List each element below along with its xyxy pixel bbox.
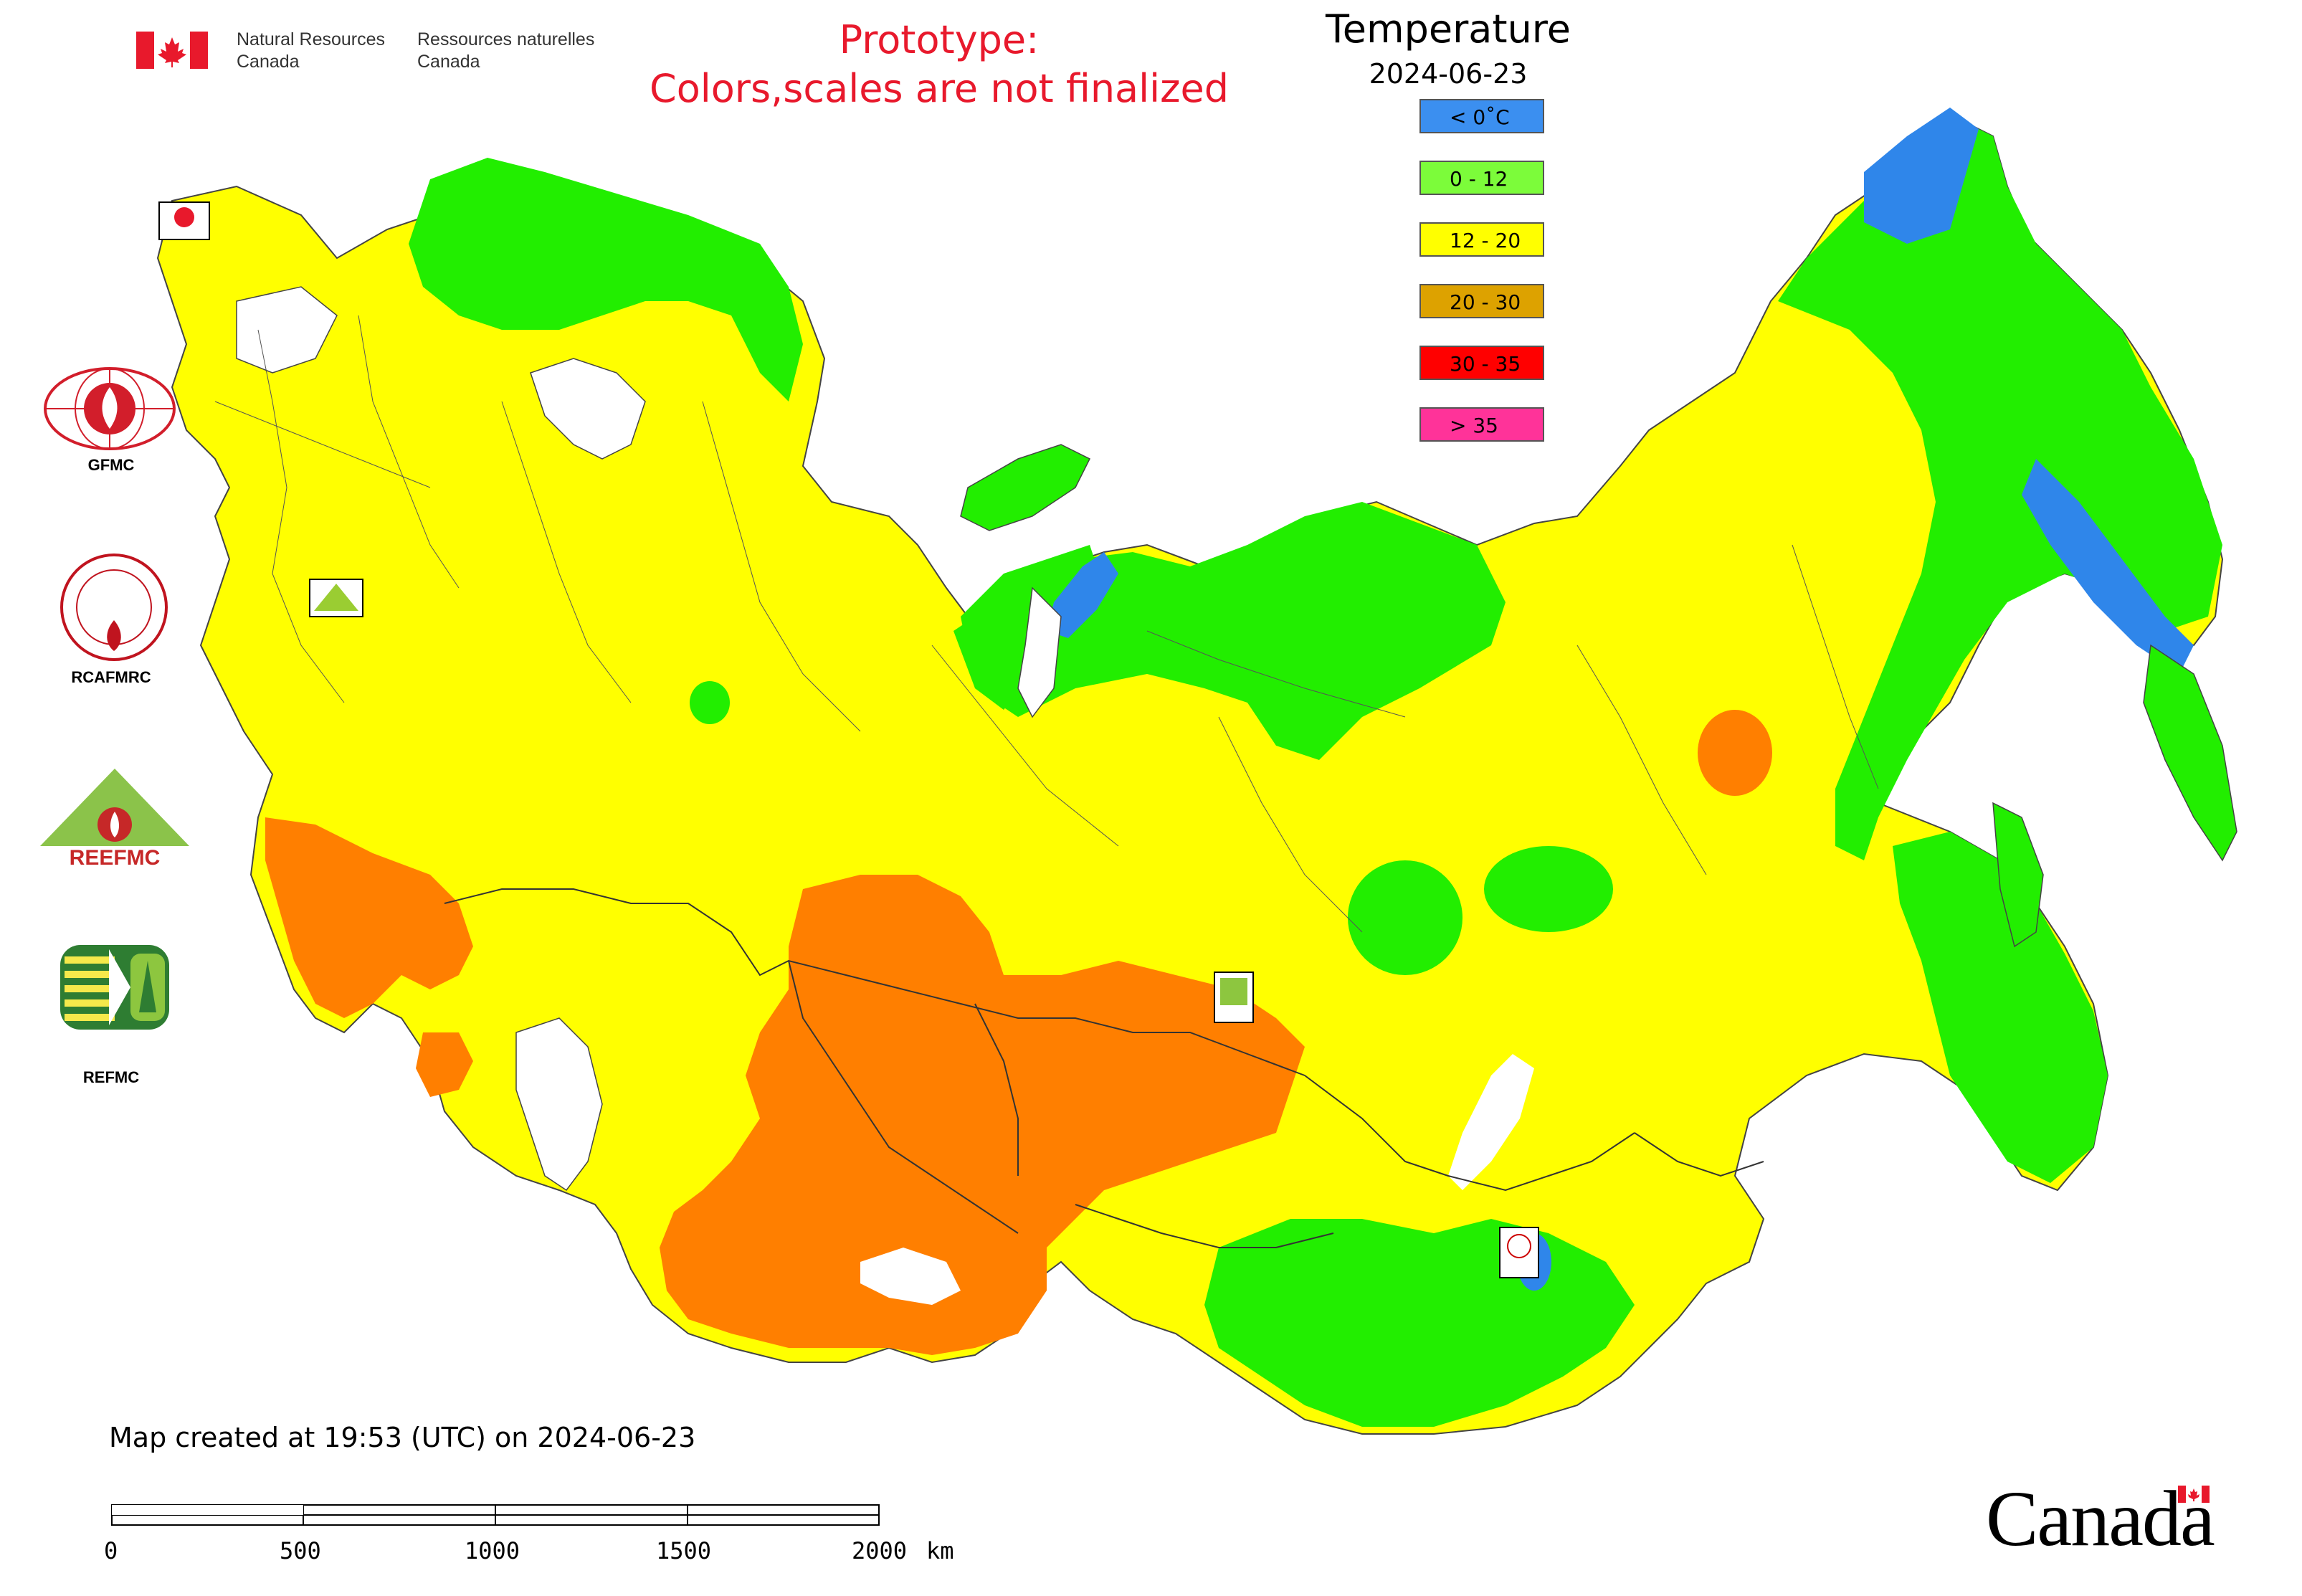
map-created-note: Map created at 19:53 (UTC) on 2024-06-23 [109, 1422, 696, 1453]
prototype-line1: Prototype: [839, 17, 1040, 62]
sakhalin [1992, 802, 2044, 948]
reefmc-wordmark: REEFMC [70, 846, 161, 870]
gfmc-label: GFMC [87, 456, 135, 474]
refmc-map-marker [1214, 972, 1254, 1023]
prototype-notice: Prototype: Colors,scales are not finaliz… [631, 16, 1247, 113]
zone-cool-patch-3 [690, 681, 730, 724]
refmc-logo-icon [60, 945, 169, 1030]
aral-lake-area [860, 1248, 961, 1305]
legend-label: 20 - 30 [1450, 290, 1521, 314]
zone-cool-patch-1 [1348, 860, 1462, 975]
legend-class-below-zero: < 0˚C [1419, 99, 1544, 133]
legend-class-20-30: 20 - 30 [1419, 284, 1544, 318]
zone-below-zero-chukotka [1864, 108, 1979, 244]
gfmc-logo-icon [44, 367, 176, 450]
scale-tick-1500: 1500 [656, 1537, 712, 1564]
legend-label: > 35 [1450, 414, 1498, 437]
novaya-zemlya [960, 444, 1091, 531]
refmc-label: REFMC [82, 1068, 140, 1086]
dept-en-line2: Canada [237, 52, 300, 72]
scale-tick-500: 500 [280, 1537, 321, 1564]
legend-label: 30 - 35 [1450, 352, 1521, 376]
zone-cool-far-east [1778, 115, 2222, 860]
reefmc-logo-icon: REEFMC [40, 769, 189, 870]
rcafmrc-map-marker [1499, 1227, 1539, 1278]
department-name-en: Natural Resources Canada [237, 29, 385, 73]
canada-flag-icon [136, 32, 208, 69]
gulf-of-finland [236, 286, 338, 374]
legend-class-0-12: 0 - 12 [1419, 161, 1544, 195]
zone-cool-patch-2 [1484, 846, 1613, 932]
legend-date: 2024-06-23 [1369, 58, 1528, 90]
canada-wordmark: Canada [1986, 1475, 2215, 1562]
zone-warm-yakutia [1698, 710, 1772, 796]
legend-title: Temperature [1325, 6, 1571, 52]
scale-tick-2000: 2000 [852, 1537, 908, 1564]
dept-en-line1: Natural Resources [237, 29, 386, 49]
zone-cool-kola [409, 158, 803, 402]
lake-baikal [1448, 1054, 1534, 1190]
white-sea [530, 358, 646, 460]
dept-fr-line1: Ressources naturelles [417, 29, 595, 49]
zone-cool-primorye [1893, 832, 2108, 1183]
regional-borders [214, 315, 1879, 933]
gulf-of-ob [1017, 586, 1062, 718]
zone-warm-central-asia [660, 875, 1305, 1355]
legend-label: < 0˚C [1450, 105, 1510, 129]
rcafmrc-label: RCAFMRC [71, 668, 151, 686]
legend-class-12-20: 12 - 20 [1419, 222, 1544, 257]
prototype-line2: Colors,scales are not finalized [650, 66, 1229, 111]
national-borders [444, 888, 1764, 1248]
reefmc-map-marker [309, 579, 363, 617]
scale-tick-0: 0 [104, 1537, 118, 1564]
zone-below-zero-novaya [1047, 552, 1118, 638]
department-name-fr: Ressources naturelles Canada [417, 29, 594, 73]
zone-warm-ukraine [265, 817, 473, 1018]
kamchatka [2143, 644, 2237, 862]
dept-fr-line2: Canada [417, 52, 480, 72]
caspian-sea [515, 1017, 603, 1192]
canada-wordmark-flag-icon [2178, 1486, 2210, 1503]
scale-unit: km [926, 1537, 954, 1564]
legend-label: 0 - 12 [1450, 167, 1508, 191]
zone-warm-caucasus [416, 1032, 473, 1097]
scale-bar [111, 1504, 880, 1526]
zone-below-zero-kamchatka [2022, 459, 2194, 674]
legend-class-30-35: 30 - 35 [1419, 346, 1544, 380]
scale-tick-1000: 1000 [465, 1537, 520, 1564]
legend-class-above-35: > 35 [1419, 407, 1544, 442]
legend-label: 12 - 20 [1450, 229, 1521, 252]
gfmc-map-marker [158, 201, 210, 240]
rcafmrc-logo-icon [60, 554, 168, 661]
